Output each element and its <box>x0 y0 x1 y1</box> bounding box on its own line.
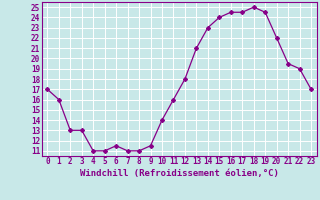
X-axis label: Windchill (Refroidissement éolien,°C): Windchill (Refroidissement éolien,°C) <box>80 169 279 178</box>
